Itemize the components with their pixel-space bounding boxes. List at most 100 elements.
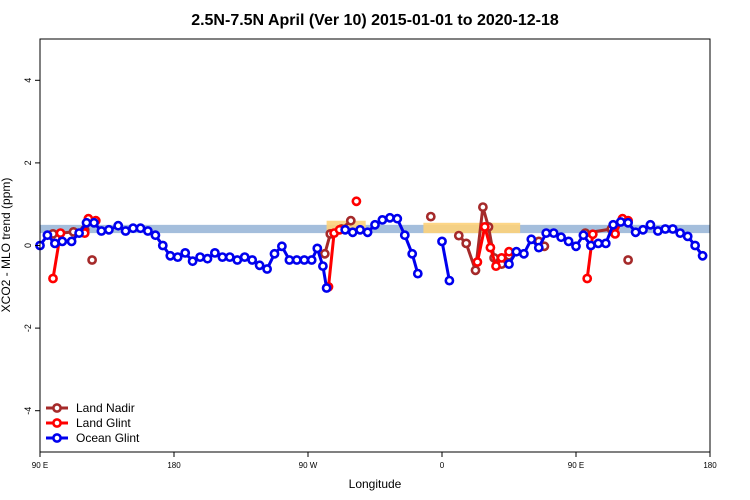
data-point	[571, 241, 581, 252]
data-point	[113, 220, 124, 231]
data-point	[667, 224, 678, 234]
legend-item: Land Nadir	[46, 401, 135, 415]
data-point	[42, 230, 53, 241]
data-point	[150, 230, 161, 241]
y-tick-label: -2	[23, 324, 33, 332]
data-point	[610, 228, 620, 239]
series-line	[440, 241, 451, 281]
legend-item: Ocean Glint	[46, 431, 140, 445]
data-point	[660, 224, 671, 234]
data-point	[541, 228, 552, 238]
data-point	[224, 252, 235, 262]
data-point	[239, 252, 250, 262]
data-point	[362, 227, 373, 238]
data-point	[444, 275, 455, 286]
data-point	[412, 268, 423, 279]
data-point	[384, 212, 395, 223]
data-point	[276, 241, 287, 252]
data-point	[355, 224, 365, 235]
data-point	[321, 283, 332, 293]
data-point	[461, 238, 472, 249]
data-point	[470, 265, 481, 276]
data-point	[491, 261, 501, 271]
data-point	[317, 261, 328, 271]
data-point	[582, 273, 593, 284]
data-point	[496, 252, 507, 263]
y-tick-label: 4	[23, 78, 33, 83]
y-tick-label: 2	[23, 160, 33, 165]
legend-item: Land Glint	[46, 416, 131, 430]
data-point	[600, 238, 611, 249]
x-tick-label: 90 W	[299, 461, 318, 470]
legend-swatch-marker	[52, 403, 62, 413]
data-point	[587, 229, 598, 240]
x-tick-label: 90 E	[32, 461, 48, 470]
data-point	[623, 255, 633, 265]
data-point	[556, 232, 566, 243]
data-point	[533, 242, 544, 253]
x-tick-label: 180	[167, 461, 181, 470]
data-point	[437, 236, 447, 247]
data-point	[306, 255, 317, 265]
data-point	[453, 230, 464, 241]
y-tick-label: 0	[23, 243, 33, 248]
data-point	[247, 255, 258, 265]
data-point	[157, 240, 168, 251]
data-point	[319, 248, 330, 259]
data-point	[578, 230, 589, 241]
data-point	[392, 213, 403, 224]
legend-label: Land Nadir	[76, 401, 135, 415]
data-point	[593, 238, 604, 249]
y-tick-label: -4	[23, 407, 33, 415]
x-tick-label: 90 E	[568, 461, 584, 470]
data-point	[50, 238, 60, 249]
data-point	[399, 230, 410, 241]
data-point	[370, 219, 380, 230]
legend-label: Land Glint	[76, 416, 131, 430]
data-point	[254, 260, 265, 271]
data-point	[472, 257, 483, 267]
data-point	[74, 228, 84, 238]
data-point	[563, 236, 574, 247]
data-point	[172, 252, 183, 262]
y-axis: -4 -2 0 2 4	[23, 78, 40, 415]
data-point	[57, 236, 68, 247]
data-point	[526, 234, 537, 245]
data-point	[209, 247, 220, 258]
data-point	[675, 228, 686, 238]
data-point	[682, 231, 693, 242]
data-point	[477, 202, 488, 212]
legend-swatch-marker	[52, 418, 62, 428]
data-point	[262, 264, 272, 274]
data-point	[690, 240, 700, 251]
data-point	[638, 224, 648, 235]
data-point	[187, 256, 198, 267]
data-point	[96, 226, 107, 236]
data-point	[202, 253, 213, 264]
data-point	[653, 226, 663, 236]
data-point	[165, 250, 176, 261]
data-point	[511, 246, 522, 257]
plot-area	[35, 196, 710, 293]
data-point	[120, 226, 131, 236]
data-point	[425, 211, 436, 222]
data-point	[104, 224, 114, 235]
data-point	[89, 217, 99, 228]
y-axis-label: XCO2 - MLO trend (ppm)	[0, 178, 13, 313]
data-point	[645, 219, 656, 230]
legend-label: Ocean Glint	[76, 431, 140, 445]
x-axis: 90 E 180 90 W 0 90 E 180	[32, 452, 717, 470]
data-point	[504, 259, 514, 269]
data-point	[615, 217, 626, 227]
data-point	[48, 273, 58, 284]
data-point	[623, 217, 633, 228]
legend-swatch-marker	[52, 433, 62, 443]
chart-title: 2.5N-7.5N April (Ver 10) 2015-01-01 to 2…	[191, 12, 559, 29]
x-axis-label: Longitude	[349, 477, 402, 491]
data-point	[697, 250, 708, 261]
data-point	[269, 248, 280, 259]
data-point	[485, 242, 496, 253]
data-point	[479, 221, 490, 232]
